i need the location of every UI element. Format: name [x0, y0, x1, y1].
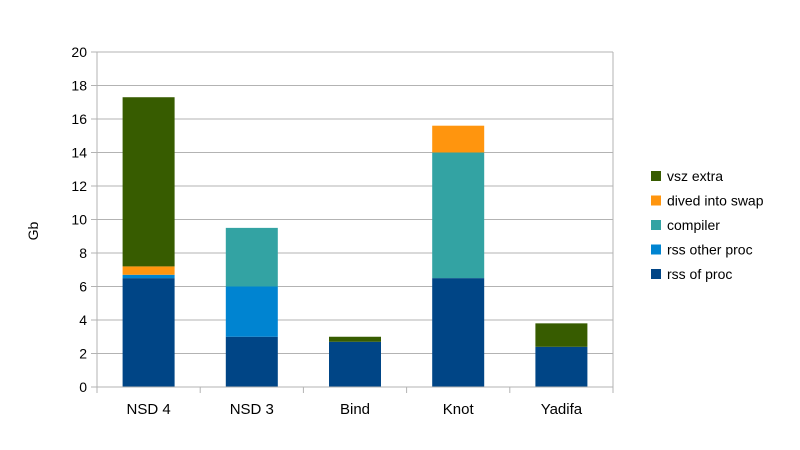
y-tick-label: 20: [71, 44, 87, 60]
gridlines: [97, 51, 613, 388]
bar-segment: [122, 97, 175, 267]
y-tick-label: 8: [79, 245, 87, 261]
legend-swatch: [651, 220, 661, 230]
bar-segment: [122, 278, 175, 387]
bars: [122, 97, 588, 387]
axes: [96, 52, 614, 388]
legend-label: vsz extra: [667, 168, 723, 184]
bar-segment: [329, 341, 381, 387]
x-tick-label: Knot: [443, 401, 475, 418]
y-tick-label: 0: [79, 379, 87, 395]
legend-swatch: [651, 269, 661, 279]
x-tick-label: Bind: [340, 401, 370, 418]
y-axis-ticks: 0 2 4 6 8 10 12 14 16 18 20: [71, 44, 97, 395]
legend-label: rss other proc: [667, 242, 753, 258]
legend: vsz extra dived into swap compiler rss othe…: [651, 168, 764, 282]
x-axis-ticks: NSD 4 NSD 3 Bind Knot Yadifa: [96, 387, 614, 418]
y-tick-label: 14: [71, 145, 87, 161]
bar-segment: [432, 278, 485, 387]
y-tick-label: 2: [79, 346, 87, 362]
bar-segment: [535, 323, 588, 347]
bar-segment: [225, 227, 278, 287]
y-tick-label: 16: [71, 111, 87, 127]
bar-segment: [535, 346, 588, 387]
bar-segment: [432, 125, 485, 153]
y-tick-label: 12: [71, 178, 87, 194]
bar-segment: [122, 266, 175, 275]
legend-label: rss of proc: [667, 266, 732, 282]
y-tick-label: 18: [71, 78, 87, 94]
y-tick-label: 4: [79, 312, 87, 328]
y-tick-label: 10: [71, 212, 87, 228]
x-tick-label: Yadifa: [541, 401, 583, 418]
bar-segment: [329, 336, 381, 342]
legend-swatch: [651, 244, 661, 255]
legend-label: compiler: [667, 217, 720, 233]
y-axis-label: Gb: [25, 221, 41, 240]
legend-swatch: [651, 171, 661, 181]
x-tick-label: NSD 3: [230, 401, 274, 418]
x-tick-label: NSD 4: [127, 401, 171, 418]
bar-segment: [225, 286, 278, 337]
legend-label: dived into swap: [667, 193, 764, 209]
bar-segment: [432, 152, 485, 279]
y-tick-label: 6: [79, 279, 87, 295]
legend-swatch: [651, 195, 661, 206]
bar-segment: [122, 274, 175, 279]
bar-segment: [225, 336, 278, 387]
